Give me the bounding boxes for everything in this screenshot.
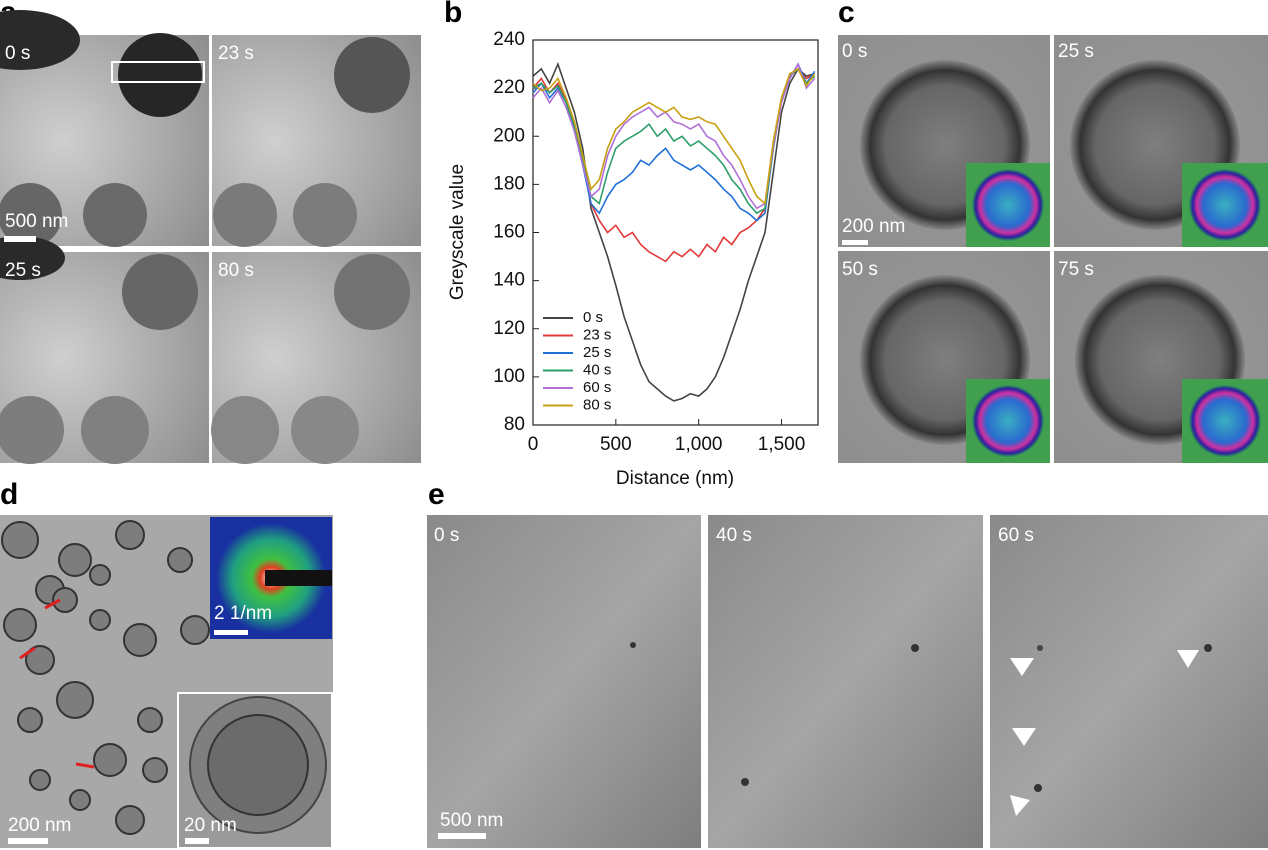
panel-letter: e	[428, 478, 445, 511]
x-tick-label: 500	[600, 434, 632, 455]
inset-scale-label: 20 nm	[184, 815, 237, 836]
y-tick-label: 240	[493, 29, 525, 50]
y-tick-label: 180	[493, 173, 525, 194]
y-tick-label: 120	[493, 318, 525, 339]
y-tick-label: 220	[493, 77, 525, 98]
x-tick-label: 1,500	[758, 434, 806, 455]
scale-bar-label: 200 nm	[8, 815, 71, 836]
time-label: 0 s	[5, 43, 30, 64]
time-label: 75 s	[1058, 259, 1094, 280]
panel-letter: b	[444, 0, 462, 29]
x-axis-label: Distance (nm)	[616, 468, 734, 489]
panel-a-images	[0, 10, 421, 464]
time-label: 50 s	[842, 259, 878, 280]
y-tick-label: 80	[504, 414, 525, 435]
time-label: 0 s	[842, 41, 867, 62]
data-line	[532, 62, 816, 210]
time-label: 0 s	[434, 525, 459, 546]
y-tick-label: 200	[493, 125, 525, 146]
scale-bar-label: 500 nm	[440, 810, 503, 831]
line-chart: Distance (nm) Greyscale value 80 100 120 14…	[447, 29, 819, 489]
panel-letter: c	[838, 0, 855, 29]
data-line	[532, 67, 816, 206]
time-label: 40 s	[716, 525, 752, 546]
data-line	[532, 67, 816, 215]
y-axis-label: Greyscale value	[447, 164, 468, 300]
time-label: 23 s	[218, 43, 254, 64]
x-tick-label: 0	[528, 434, 539, 455]
y-tick-label: 100	[493, 366, 525, 387]
x-tick-label: 1,000	[675, 434, 723, 455]
data-line	[532, 61, 815, 402]
y-tick-label: 160	[493, 222, 525, 243]
scale-bar-label: 200 nm	[842, 216, 905, 237]
time-label: 80 s	[218, 260, 254, 281]
legend-label: 0 s	[583, 309, 603, 326]
data-line	[532, 67, 816, 263]
y-tick-label: 140	[493, 270, 525, 291]
legend-label: 40 s	[583, 361, 611, 378]
time-label: 25 s	[1058, 41, 1094, 62]
scale-bar-label: 500 nm	[5, 211, 68, 232]
legend-label: 25 s	[583, 344, 611, 361]
plot-frame	[532, 39, 819, 426]
legend-label: 23 s	[583, 326, 611, 343]
panel-d-image	[0, 515, 333, 849]
panel-e-images	[427, 515, 1268, 848]
legend-label: 60 s	[583, 379, 611, 396]
panel-c-images	[838, 35, 1268, 463]
legend-label: 80 s	[583, 396, 611, 413]
inset-scale-label: 2 1/nm	[214, 603, 272, 624]
time-label: 60 s	[998, 525, 1034, 546]
time-label: 25 s	[5, 260, 41, 281]
panel-letter: d	[0, 478, 18, 511]
